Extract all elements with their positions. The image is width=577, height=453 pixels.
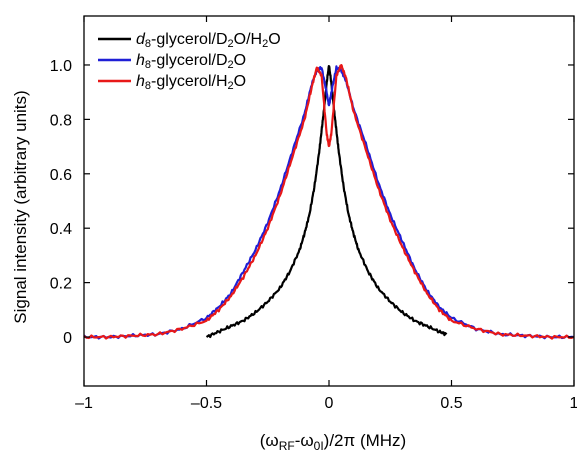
x-tick-label: –0.5	[191, 395, 222, 412]
series-line-0	[205, 64, 448, 339]
x-tick-label: 0	[325, 395, 334, 412]
y-tick-label: 1.0	[50, 58, 72, 75]
legend-label-2: h8-glycerol/H2O	[136, 73, 246, 92]
legend: d8-glycerol/D2O/H2O h8-glycerol/D2O h8-gly…	[98, 31, 281, 92]
series-layer	[83, 63, 575, 340]
legend-label-1: h8-glycerol/D2O	[136, 52, 246, 71]
y-tick-label: 0.8	[50, 112, 72, 129]
ticks-layer: –1 –0.5 0 0.5 1 0 0.2 0.4 0.6 0.8 1.0	[50, 16, 577, 412]
y-tick-label: 0.6	[50, 167, 72, 184]
y-axis-title: Signal intensity (arbitrary units)	[11, 90, 30, 323]
y-tick-label: 0.4	[50, 221, 72, 238]
y-tick-label: 0	[63, 330, 72, 347]
legend-label-0: d8-glycerol/D2O/H2O	[136, 31, 281, 50]
x-tick-label: –1	[75, 395, 93, 412]
x-tick-label: 1	[570, 395, 577, 412]
series-line-2	[83, 63, 575, 340]
series-line-1	[83, 65, 575, 340]
x-axis-title: (ωRF-ω0I)/2π (MHz)	[260, 431, 406, 453]
y-tick-label: 0.2	[50, 276, 72, 293]
x-tick-label: 0.5	[440, 395, 462, 412]
